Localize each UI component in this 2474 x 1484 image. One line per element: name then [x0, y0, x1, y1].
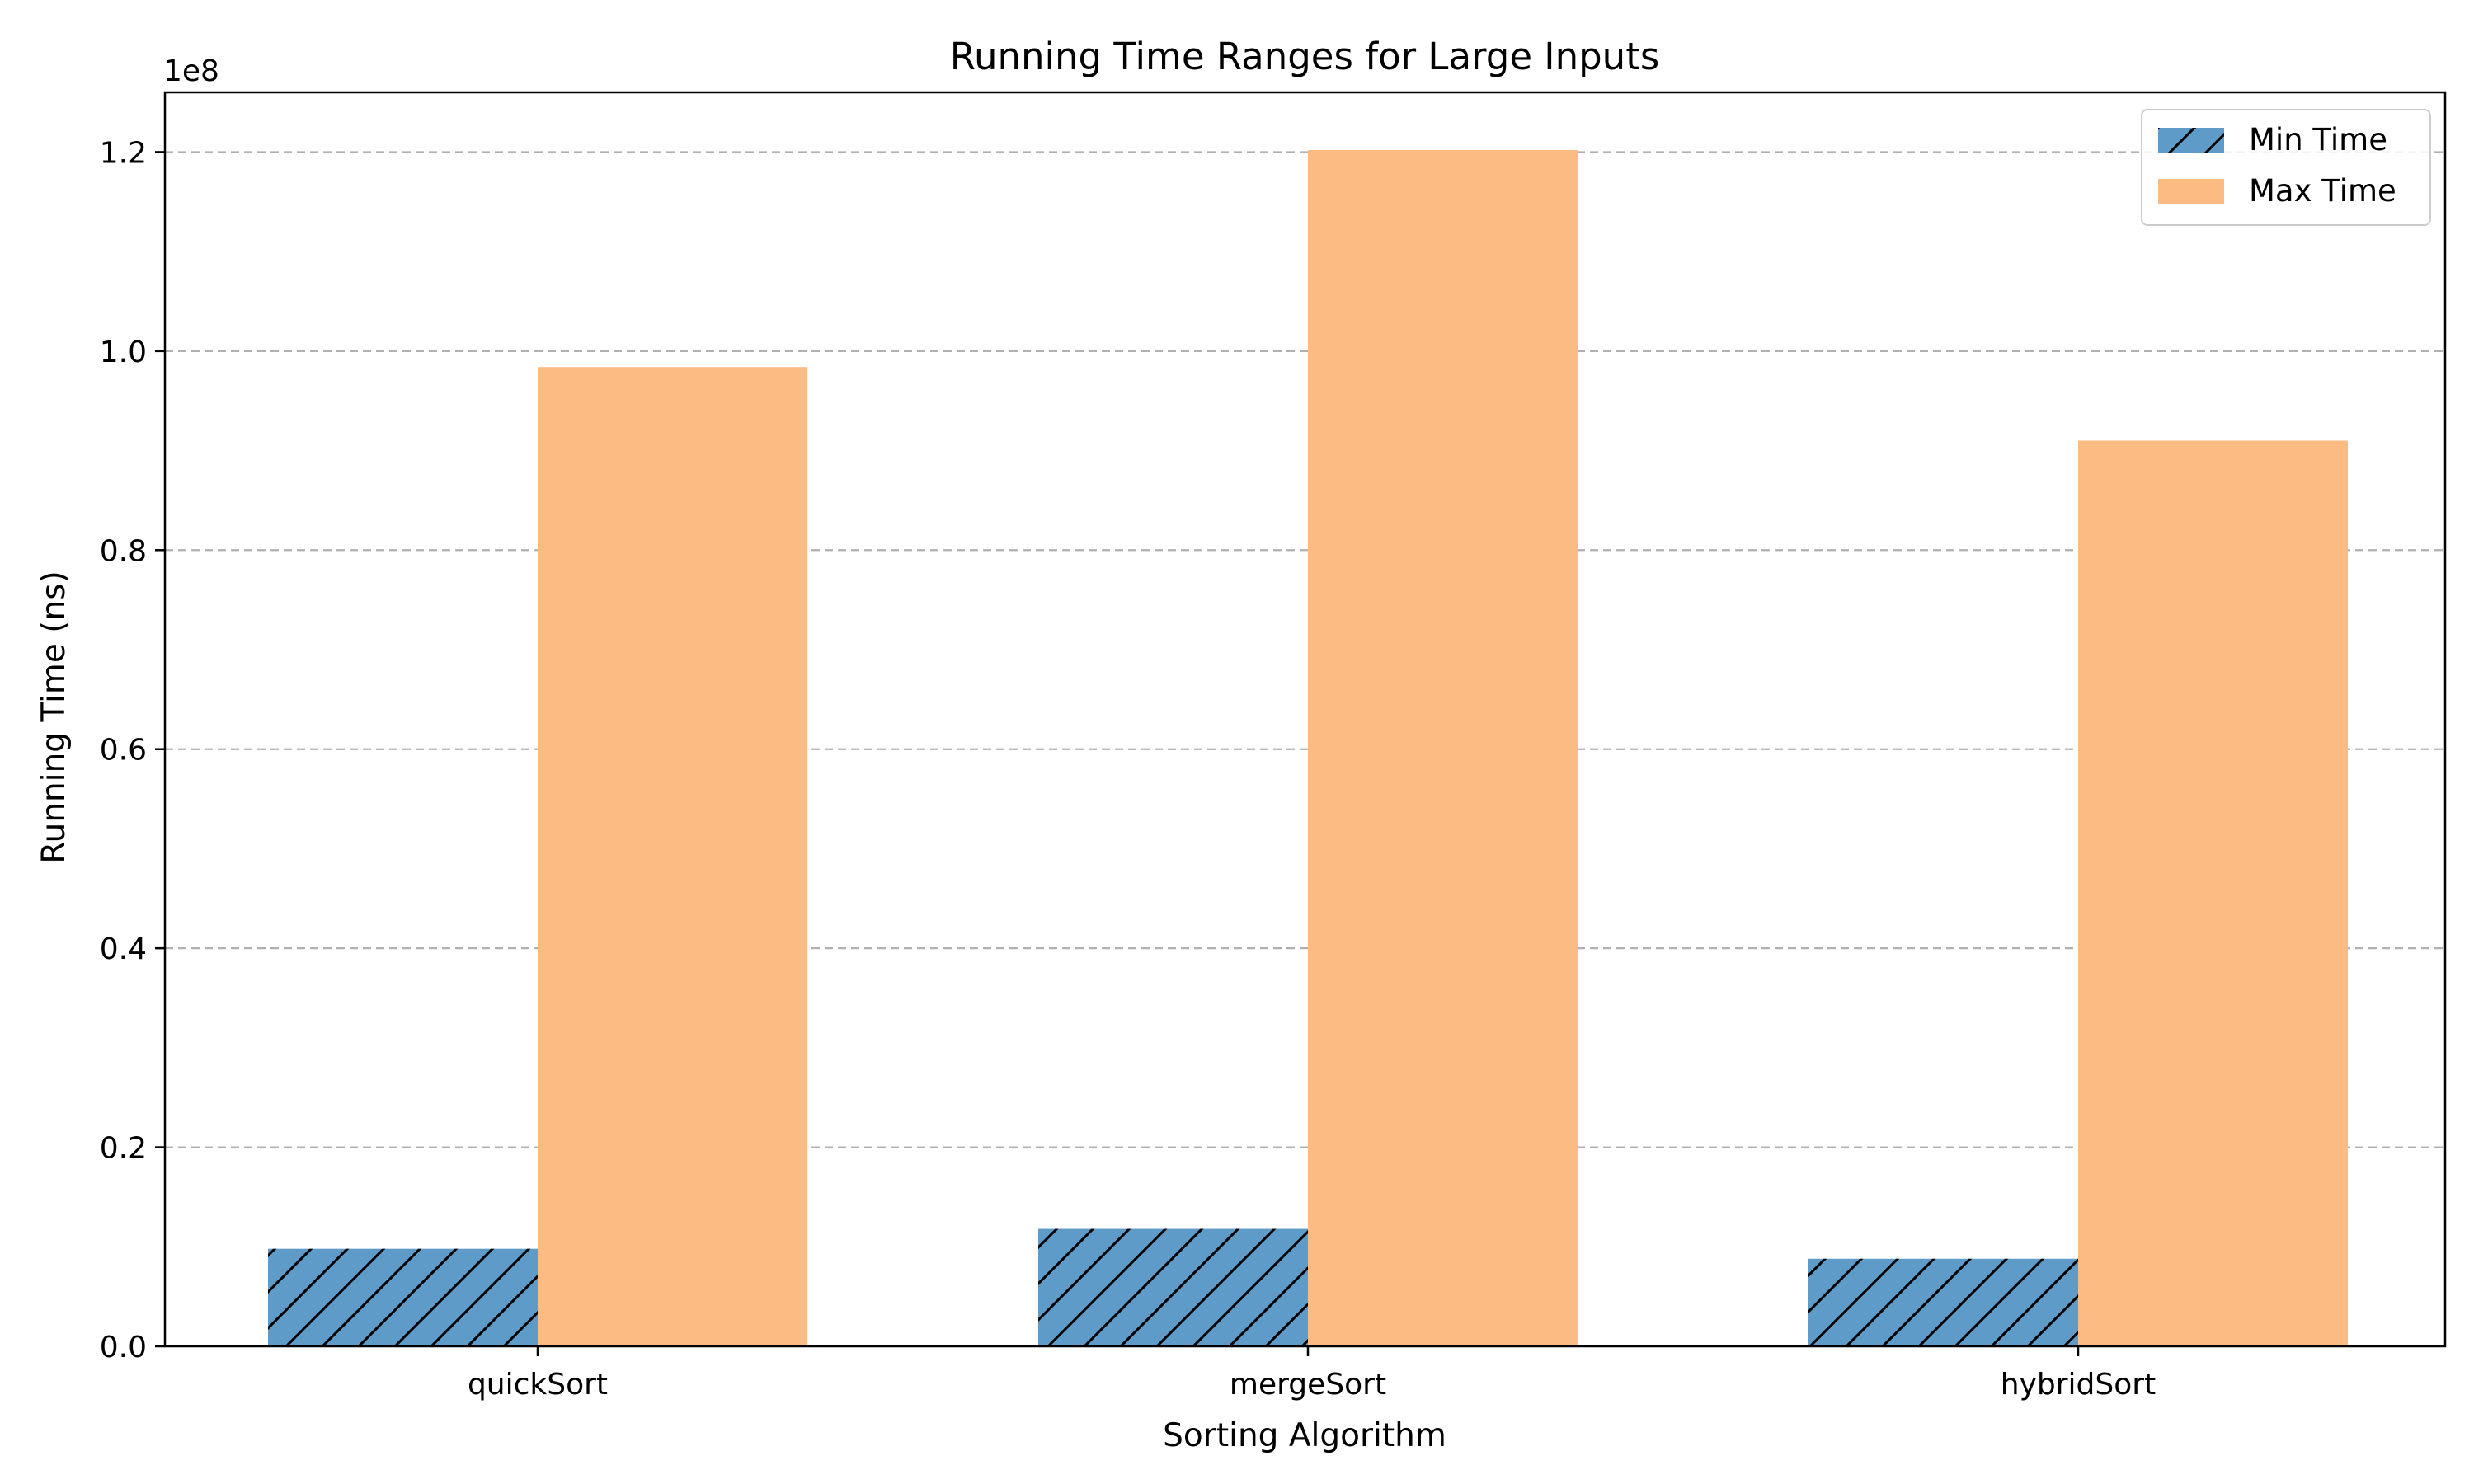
axes: 0.0 0.2 0.4 0.6 0.8 1.0 1.2 quickSort mergeSort h…	[100, 91, 2447, 1402]
bar-max-time-hybridSort	[2078, 440, 2348, 1346]
legend-min-time-swatch-hatch	[2158, 128, 2224, 153]
legend: Min Time Max Time	[2141, 109, 2431, 226]
y-axis-offset-label: 1e8	[163, 54, 219, 88]
plot-frame	[163, 91, 2447, 1348]
bar-min-time-mergeSort-hatch	[1038, 1228, 1308, 1346]
bar-min-time-quickSort-hatch	[268, 1248, 538, 1346]
chart-title: Running Time Ranges for Large Inputs	[950, 35, 1660, 78]
x-tick-label-mergeSort: mergeSort	[1230, 1368, 1386, 1402]
y-tick-label-4: 0.8	[100, 534, 147, 568]
bar-max-time-quickSort	[538, 367, 807, 1347]
x-tick-label-quickSort: quickSort	[468, 1368, 608, 1402]
grid-lines	[165, 151, 2445, 1148]
y-tick-label-6: 1.2	[100, 136, 147, 170]
y-tick-label-0: 0.0	[100, 1331, 147, 1364]
x-tick-label-hybridSort: hybridSort	[2001, 1368, 2156, 1402]
bar-min-time-hybridSort-hatch	[1808, 1258, 2078, 1346]
bar-max-time-mergeSort	[1308, 150, 1578, 1346]
x-axis-label: Sorting Algorithm	[1163, 1417, 1446, 1454]
bars	[268, 150, 2348, 1347]
y-tick-label-1: 0.2	[100, 1132, 147, 1166]
legend-max-time-swatch	[2158, 179, 2224, 204]
y-tick-label-5: 1.0	[100, 336, 147, 369]
y-axis-label: Running Time (ns)	[35, 571, 73, 864]
y-tick-label-2: 0.4	[100, 932, 147, 966]
legend-min-time-label: Min Time	[2249, 122, 2387, 157]
y-tick-label-3: 0.6	[100, 734, 147, 768]
legend-max-time-label: Max Time	[2249, 173, 2396, 209]
